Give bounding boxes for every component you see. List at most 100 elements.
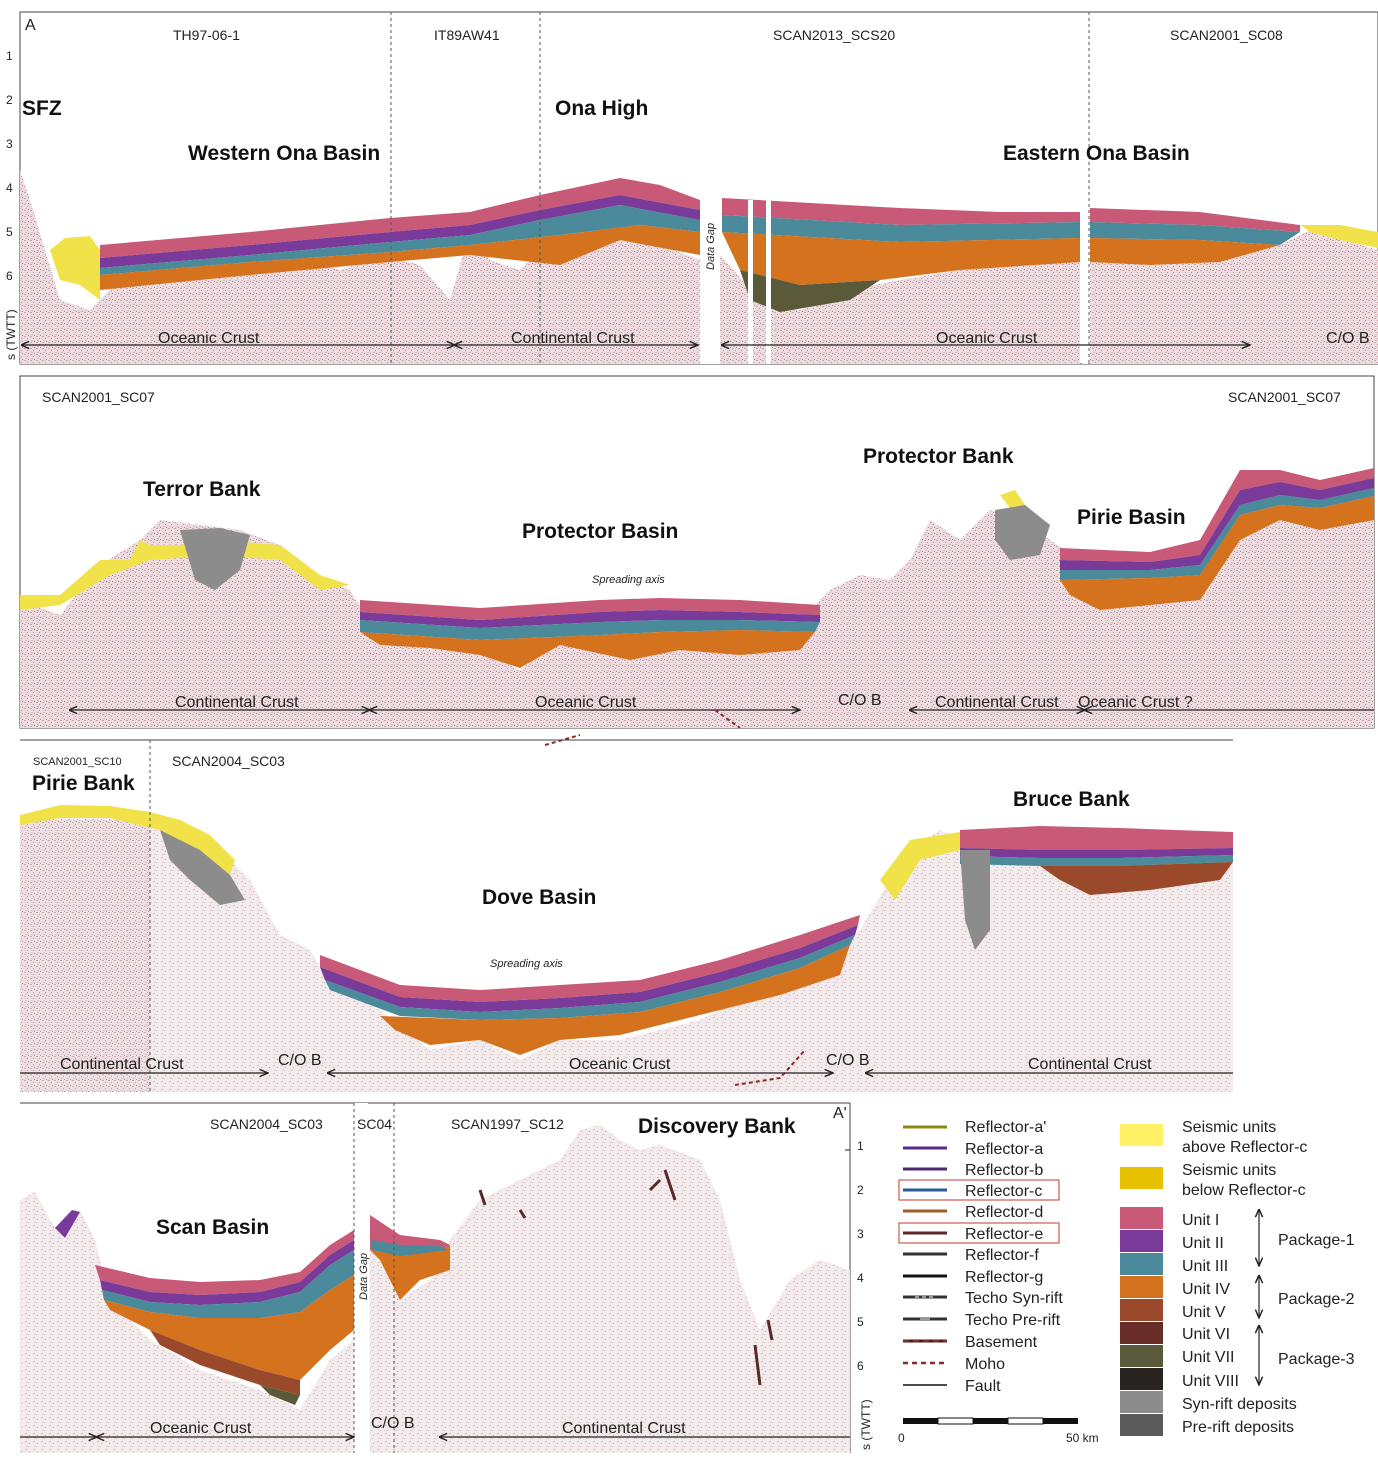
panel-b-pirie-unit-ii (1060, 478, 1374, 570)
panel-c-crust-5: Continental Crust (1028, 1056, 1152, 1073)
panel-a-gap-3 (766, 200, 771, 364)
techo-pre-rift-label: Techo Pre-rift (965, 1312, 1061, 1329)
unit-label-vii: Unit VII (1182, 1349, 1234, 1366)
panel-a-crust-1: Oceanic Crust (158, 330, 260, 347)
panel-b-pirie-unit-iii (1060, 488, 1374, 580)
panel-d-crust-3: Continental Crust (562, 1420, 686, 1437)
unit-swatch-vi (1120, 1322, 1163, 1344)
panel-c-bruce-unit-iv (1040, 862, 1233, 895)
scale-seg-2 (937, 1417, 974, 1425)
panel-a-data-gap-label: Data Gap (705, 223, 717, 270)
panel-a-gap-2 (748, 200, 753, 364)
reflector-a-label: Reflector-a (965, 1141, 1043, 1158)
scale-seg-1 (903, 1418, 938, 1424)
panel-a-line-2: IT89AW41 (434, 27, 500, 43)
panel-a-tick-3: 3 (6, 137, 13, 151)
panel-b-feature-protector-bank: Protector Bank (863, 445, 1014, 468)
panel-c-feature-dove-basin: Dove Basin (482, 886, 596, 909)
panel-a-axis: 1 2 3 4 5 6 s (TWTT) (4, 49, 18, 360)
panel-d-feature-scan-basin: Scan Basin (156, 1216, 269, 1239)
panel-d-line-2: SC04 (357, 1116, 392, 1132)
panel-b-crust-5: Oceanic Crust ? (1078, 694, 1193, 711)
panel-c-feature-bruce-bank: Bruce Bank (1013, 788, 1130, 811)
panel-a-line-4: SCAN2001_SC08 (1170, 27, 1283, 43)
panel-c-grey (160, 830, 245, 905)
panel-a-unit-fb (1090, 222, 1300, 245)
unit-swatch-i (1120, 1207, 1163, 1229)
moho-label: Moho (965, 1356, 1005, 1373)
package-3-label: Package-3 (1278, 1351, 1355, 1368)
panel-d-basement-left (20, 1192, 354, 1453)
panel-d-basement-mark-5 (753, 1344, 762, 1386)
panel-a-tick-5: 5 (6, 225, 13, 239)
panel-a-unit-eb (722, 215, 1080, 242)
unit-swatch-v (1120, 1299, 1163, 1321)
reflector-c-highlight-box (898, 1179, 1060, 1201)
panel-b-protector-grey (995, 505, 1050, 560)
panel-b-protector-yellow (1000, 490, 1025, 508)
reflector-b-label: Reflector-b (965, 1162, 1043, 1179)
panel-b-unit-i (360, 598, 820, 620)
panel-a-feature-western-ona: Western Ona Basin (188, 142, 380, 165)
panel-a-axis-label: s (TWTT) (4, 309, 18, 360)
legend-units: Seismic units above Reflector-c Seismic … (1120, 1119, 1355, 1436)
panel-d-corner: A' (833, 1105, 847, 1122)
panel-d-line-3: SCAN1997_SC12 (451, 1116, 564, 1132)
scale-bar: 0 50 km (898, 1417, 1099, 1445)
panel-a-crust-2: Continental Crust (511, 330, 635, 347)
panel-d-basement-mark-2 (518, 1209, 527, 1219)
legend: Reflector-a' Reflector-a Reflector-b Ref… (898, 1119, 1355, 1436)
unit-label-pre-rift: Pre-rift deposits (1182, 1419, 1294, 1436)
panel-d-crust-2: C/O B (371, 1415, 415, 1432)
unit-label-below-c-2: below Reflector-c (1182, 1182, 1306, 1199)
panel-a-crust-3: Oceanic Crust (936, 330, 1038, 347)
scale-seg-3 (973, 1418, 1008, 1424)
panel-d-unit-v (150, 1330, 300, 1395)
panel-d-data-gap-label: Data Gap (358, 1253, 370, 1300)
panel-c-pirie-bank-block (20, 820, 150, 1092)
panel-c-unit-iii (325, 935, 855, 1020)
reflector-d-label: Reflector-d (965, 1204, 1043, 1221)
panel-d-unit-vii (260, 1385, 300, 1405)
unit-swatch-syn-rift (1120, 1391, 1163, 1413)
reflector-e-label: Reflector-e (965, 1226, 1043, 1243)
panel-a-yellow-sfz (50, 236, 100, 300)
unit-label-above-c-1: Seismic units (1182, 1119, 1276, 1136)
panel-d-left-top (55, 1210, 80, 1238)
panel-a-unit-ea (722, 198, 1080, 225)
panel-c-bruce-yellow (880, 832, 960, 900)
package-2-label: Package-2 (1278, 1291, 1355, 1308)
panel-a-corner: A (25, 17, 36, 34)
panel-b-spreading-axis: Spreading axis (592, 574, 665, 586)
panel-d-line-1: SCAN2004_SC03 (210, 1116, 323, 1132)
panel-d-feature-discovery-bank: Discovery Bank (638, 1115, 796, 1138)
panel-b-unit-ii (360, 610, 820, 628)
panel-d-tick-1: 1 (857, 1139, 864, 1153)
panel-c-unit-i (320, 915, 860, 1002)
panel-a-tick-6: 6 (6, 269, 13, 283)
panel-d-basement-right (370, 1125, 850, 1453)
reflector-f-label: Reflector-f (965, 1247, 1039, 1264)
panel-c-bruce-unit-i (960, 826, 1233, 850)
panel-b-unit-iv (360, 630, 815, 668)
panel-a-crust-4: C/O B (1326, 330, 1370, 347)
package-1-label: Package-1 (1278, 1232, 1355, 1249)
panel-b-moho (544, 734, 581, 746)
panel-c-line-1: SCAN2001_SC10 (33, 756, 122, 768)
panel-b-line-1: SCAN2001_SC07 (42, 389, 155, 405)
reflector-e-highlight-box (898, 1222, 1060, 1244)
panel-d-unit-ii (100, 1240, 354, 1305)
panel-d-basement-mark-6 (766, 1319, 774, 1341)
panel-a-unit-iv (100, 225, 700, 290)
unit-label-above-c-2: above Reflector-c (1182, 1139, 1307, 1156)
panel-d-tick-5: 5 (857, 1315, 864, 1329)
unit-swatch-iii (1120, 1253, 1163, 1275)
techo-syn-rift-label: Techo Syn-rift (965, 1290, 1063, 1307)
unit-label-below-c-1: Seismic units (1182, 1162, 1276, 1179)
panel-a-data-gap (700, 190, 720, 364)
unit-label-vi: Unit VI (1182, 1326, 1230, 1343)
panel-b-feature-protector-basin: Protector Basin (522, 520, 678, 543)
panel-a-feature-sfz: SFZ (22, 97, 62, 120)
unit-label-iii: Unit III (1182, 1258, 1228, 1275)
panel-c: SCAN2001_SC10 SCAN2004_SC03 Pirie Bank D… (20, 739, 1233, 1092)
